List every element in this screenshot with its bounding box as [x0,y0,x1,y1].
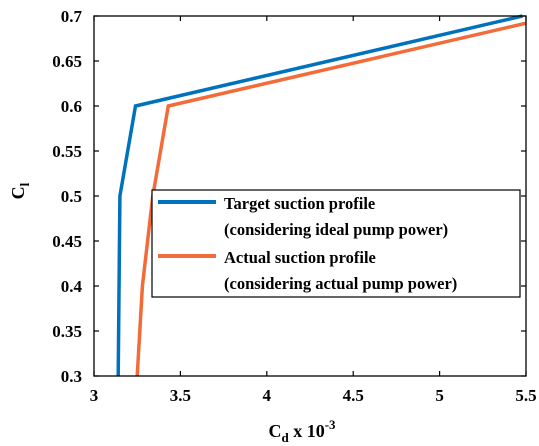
y-tick-label: 0.35 [52,322,82,341]
x-tick-label: 3 [90,386,99,405]
x-axis-label-suffix: x 10 [289,421,325,441]
x-tick-labels: 3 3.5 4 4.5 5 5.5 [90,386,537,405]
x-tick-label: 5.5 [515,386,536,405]
legend: Target suction profile (considering idea… [151,189,521,298]
ticks-layer [93,15,527,377]
y-tick-label: 0.65 [52,52,82,71]
x-axis-label-superscript: -3 [325,417,336,432]
legend-label-actual-line1: Actual suction profile [224,248,376,267]
x-tick-label: 3.5 [170,386,191,405]
y-tick-label: 0.4 [61,277,83,296]
y-tick-labels: 0.3 0.35 0.4 0.45 0.5 0.55 0.6 0.65 0.7 [52,7,82,386]
legend-label-actual-line2: (considering actual pump power) [224,274,457,293]
x-tick-label: 4 [263,386,272,405]
y-axis-label: Cl [8,182,32,199]
x-axis-label-main: C [268,421,281,441]
y-tick-label: 0.7 [61,7,83,26]
x-tick-label: 5 [435,386,444,405]
y-tick-label: 0.6 [61,97,82,116]
legend-label-target-line2: (considering ideal pump power) [224,220,448,239]
legend-label-target-line1: Target suction profile [224,194,375,213]
x-axis-label: Cd x 10-3 [268,417,336,445]
legend-box [151,189,521,298]
x-tick-label: 4.5 [343,386,364,405]
y-tick-label: 0.3 [61,367,82,386]
y-axis-label-subscript: l [17,182,32,186]
y-tick-label: 0.5 [61,187,82,206]
y-axis-label-main: C [8,186,28,199]
y-tick-label: 0.45 [52,232,82,251]
y-tick-label: 0.55 [52,142,82,161]
series-line-0 [116,14,523,377]
x-axis-label-subscript: d [281,430,289,445]
